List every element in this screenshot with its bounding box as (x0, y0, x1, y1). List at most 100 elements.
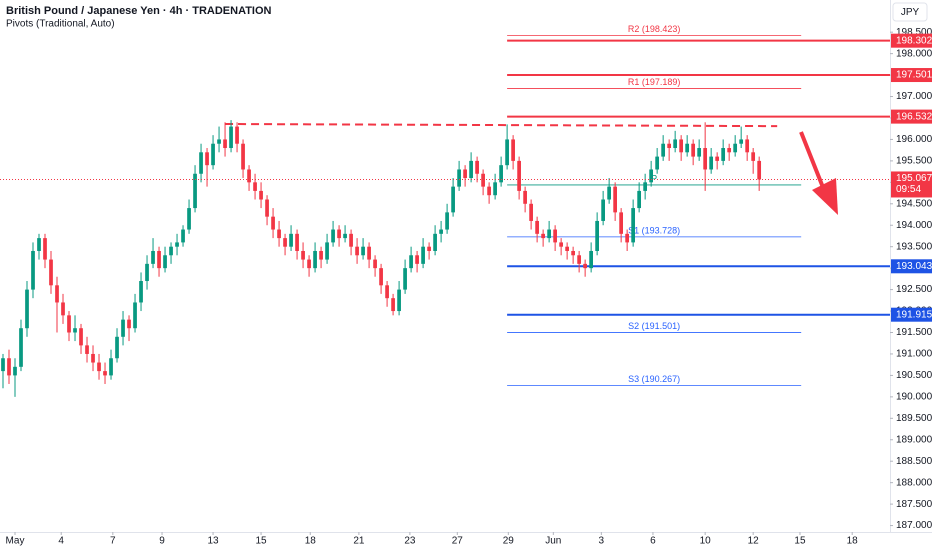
candle-body (667, 143, 672, 149)
candle-body (613, 186, 617, 213)
candle-body (307, 259, 311, 269)
candle-body (211, 143, 215, 166)
currency-box[interactable] (892, 2, 928, 22)
candle-body (1, 358, 5, 372)
candle-body (367, 246, 371, 260)
x-tick-label: 15 (255, 536, 267, 547)
pivot-label: S1 (193.728) (628, 225, 680, 235)
candle-body (631, 208, 636, 243)
candle-body (595, 220, 599, 251)
candle-body (427, 246, 431, 251)
x-tick-label: 21 (353, 536, 365, 547)
y-tick-label: 192.500 (896, 284, 932, 295)
candle-body (715, 156, 720, 161)
candle-body (169, 246, 173, 256)
candle-body (451, 186, 455, 213)
candle-body (757, 160, 762, 180)
candle-body (13, 366, 17, 376)
y-tick-label: 188.500 (896, 456, 932, 467)
y-tick-label: 198.000 (896, 48, 932, 59)
level-price-box (891, 307, 932, 322)
candle-body (319, 250, 323, 260)
candle-body (193, 173, 197, 209)
candle-body (511, 139, 515, 161)
x-tick-label: 15 (794, 536, 806, 547)
candle-body (163, 255, 167, 269)
candles (1, 120, 762, 397)
pivot-label: S2 (191.501) (628, 321, 680, 331)
x-tick-label: 9 (159, 536, 165, 547)
candle-body (679, 139, 684, 153)
y-tick-label: 190.500 (896, 370, 932, 381)
candle-body (331, 229, 335, 243)
y-tick-label: 189.500 (896, 413, 932, 424)
currency[interactable]: JPY (901, 7, 920, 18)
candle-body (139, 281, 143, 303)
candle-body (415, 255, 419, 264)
x-tick-label: May (6, 536, 25, 547)
arrow-shaft (799, 131, 828, 196)
candle-body (505, 139, 509, 166)
pivot-label: R2 (198.423) (628, 24, 681, 34)
candle-body (289, 233, 293, 247)
candle-body (745, 139, 750, 153)
x-tick-label: 10 (700, 536, 712, 547)
y-tick-label: 193.500 (896, 241, 932, 252)
candle-body (709, 156, 714, 170)
y-tick-label: 191.500 (896, 327, 932, 338)
level-price-box (891, 68, 932, 83)
candle-body (355, 246, 359, 256)
candle-body (61, 302, 65, 316)
candle-body (439, 229, 443, 234)
candle-body (391, 298, 395, 312)
candle-body (205, 152, 209, 166)
candle-body (721, 148, 726, 161)
candle-body (67, 315, 71, 333)
candle-body (637, 190, 642, 209)
y-tick-label: 189.000 (896, 434, 932, 445)
chart-title: British Pound / Japanese Yen · 4h · TRAD… (6, 5, 272, 17)
candle-body (607, 186, 611, 200)
candle-body (409, 255, 413, 269)
y-tick-label: 198.500 (896, 27, 932, 38)
candle-body (547, 229, 551, 239)
candle-body (343, 233, 347, 239)
candle-body (199, 152, 203, 174)
candle-body (493, 182, 497, 196)
candle-body (349, 233, 353, 247)
candle-body (241, 143, 245, 170)
x-tick-label: 27 (452, 536, 464, 547)
candle-body (445, 212, 449, 230)
level-price-box (891, 109, 932, 124)
x-tick-label: 7 (110, 536, 116, 547)
candle-body (217, 139, 221, 144)
candle-body (49, 259, 53, 286)
candle-body (373, 259, 377, 269)
candle-body (187, 208, 191, 230)
candle-body (565, 246, 569, 251)
level-price: 198.302 (896, 35, 932, 46)
candle-body (553, 229, 557, 243)
candle-body (691, 143, 696, 157)
candle-body (19, 328, 23, 367)
pivot-label: P (651, 173, 657, 183)
y-tick-label: 190.000 (896, 391, 932, 402)
candle-body (517, 160, 521, 191)
candle-body (313, 250, 317, 269)
forecast-arrow (799, 131, 838, 215)
candle-body (223, 139, 227, 149)
candle-body (739, 139, 744, 144)
x-tick-label: 18 (847, 536, 859, 547)
candle-body (247, 169, 251, 183)
y-tick-label: 195.500 (896, 156, 932, 167)
candle-body (571, 250, 575, 256)
candle-body (235, 126, 239, 144)
candle-body (541, 233, 545, 239)
indicator-name[interactable]: Pivots (Traditional, Auto) (6, 19, 115, 30)
candle-body (109, 358, 113, 376)
pivot-label: R1 (197.189) (628, 77, 681, 87)
candle-body (7, 358, 11, 376)
y-tick-label: 191.000 (896, 349, 932, 360)
candle-body (145, 263, 149, 282)
